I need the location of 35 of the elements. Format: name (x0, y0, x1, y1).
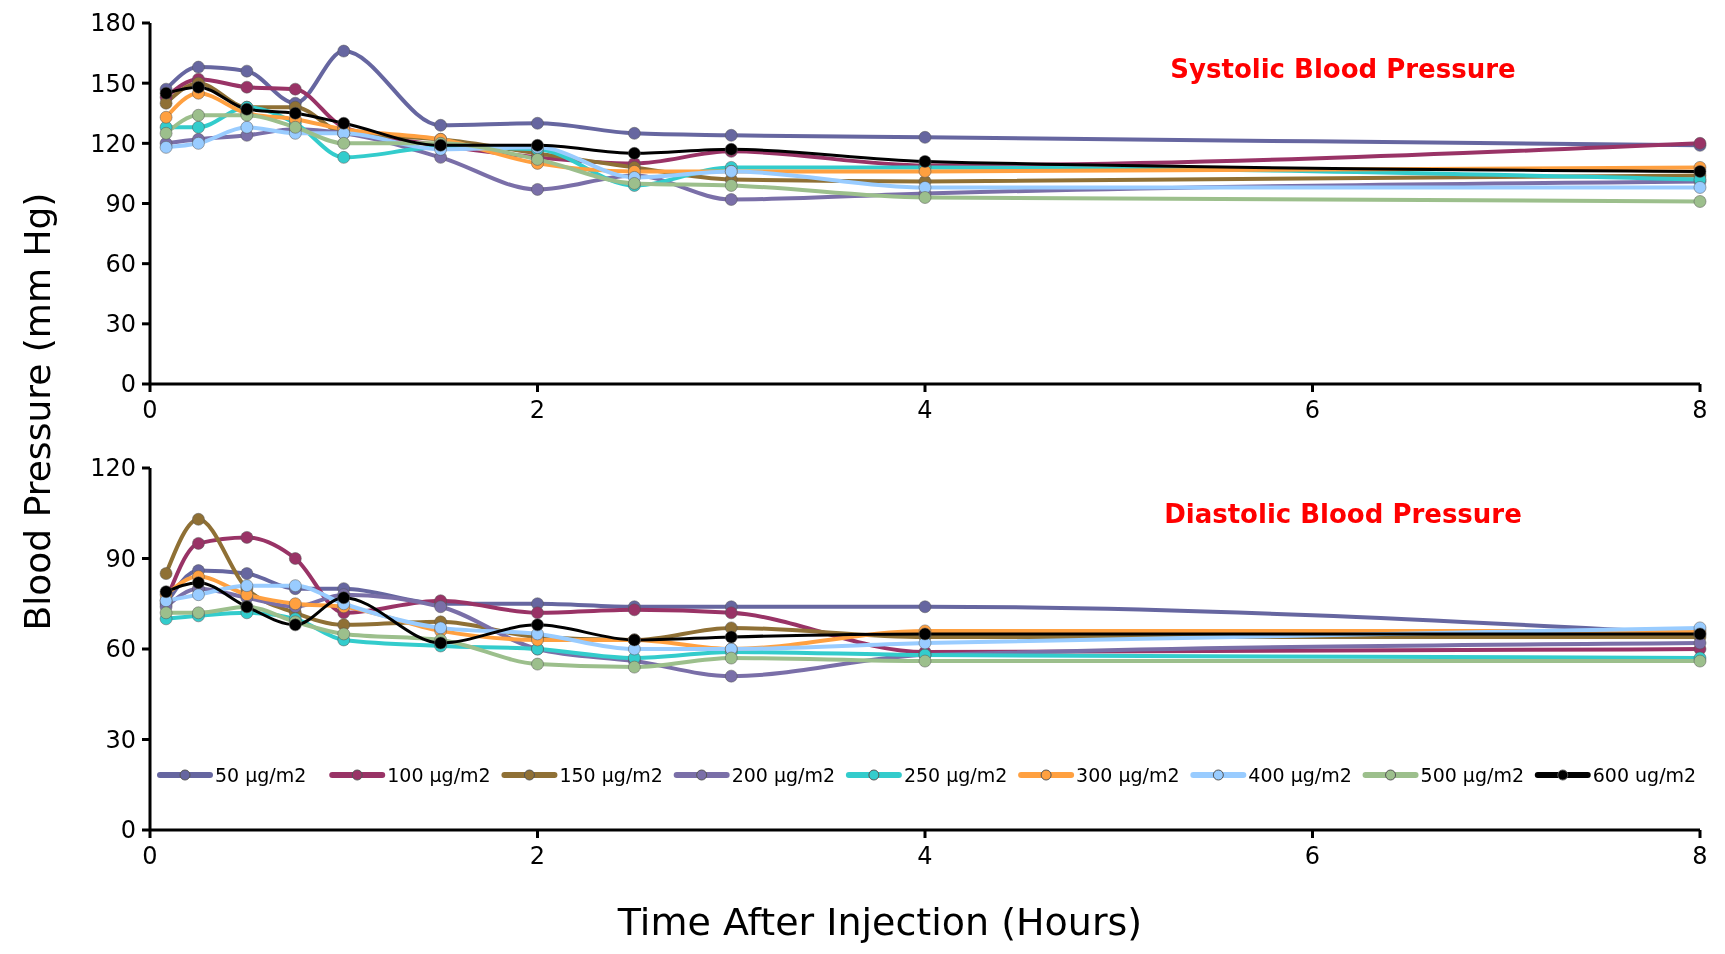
legend-label: 200 µg/m2 (731, 763, 836, 786)
text: Systolic Blood Pressure (1170, 54, 1516, 84)
legend-label: 400 µg/m2 (1248, 763, 1352, 786)
y-tick-label: 0 (120, 370, 136, 399)
legend-label: 600 ug/m2 (1592, 763, 1697, 786)
text: Diastolic Blood Pressure (1164, 499, 1522, 529)
x-axis-title: Time After Injection (Hours) (616, 900, 1143, 944)
x-tick-label: 4 (917, 396, 933, 424)
y-tick-label: 180 (90, 9, 136, 38)
x-tick-label: 2 (529, 842, 546, 870)
legend-label: 100 µg/m2 (387, 763, 491, 786)
y-tick-label: 30 (105, 725, 136, 754)
legend-label: 250 µg/m2 (903, 763, 1008, 786)
y-tick-label: 90 (105, 544, 136, 573)
x-tick-label: 0 (142, 396, 158, 424)
legend-label: 50 µg/m2 (215, 763, 307, 786)
legend-label: 150 µg/m2 (559, 763, 663, 786)
y-tick-label: 30 (105, 310, 136, 339)
y-tick-label: 60 (105, 250, 136, 279)
x-tick-label: 2 (529, 396, 546, 424)
y-tick-label: 60 (105, 635, 136, 664)
x-tick-label: 6 (1304, 396, 1321, 424)
y-tick-label: 90 (105, 189, 136, 218)
y-tick-label: 120 (90, 129, 136, 158)
x-tick-label: 4 (917, 842, 933, 870)
y-axis-title: Blood Pressure (mm Hg) (17, 192, 58, 631)
y-tick-label: 150 (90, 69, 136, 98)
y-tick-label: 120 (90, 454, 136, 483)
legend-label: 500 µg/m2 (1420, 763, 1525, 786)
x-tick-label: 0 (142, 842, 158, 870)
x-tick-label: 8 (1692, 842, 1708, 870)
legend-label: 300 µg/m2 (1076, 763, 1180, 786)
y-tick-label: 0 (120, 816, 136, 845)
x-tick-label: 8 (1692, 396, 1708, 424)
x-tick-label: 6 (1304, 842, 1321, 870)
